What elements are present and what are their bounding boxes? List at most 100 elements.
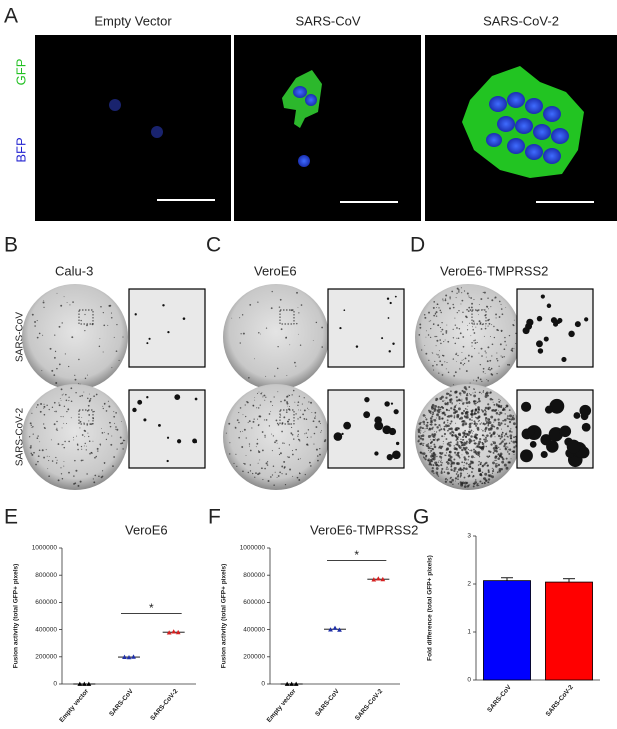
well-dot bbox=[475, 417, 477, 419]
well-dot bbox=[504, 336, 506, 339]
well-dot bbox=[485, 461, 488, 465]
well-dot bbox=[433, 445, 437, 449]
well-dot bbox=[423, 456, 425, 458]
well-dot bbox=[483, 335, 485, 337]
well-dot bbox=[268, 413, 271, 415]
well-dot bbox=[102, 312, 104, 314]
well-dot bbox=[31, 426, 33, 429]
well-dot bbox=[474, 391, 476, 393]
well-dot bbox=[265, 375, 267, 377]
well-dot bbox=[301, 403, 303, 405]
well-dot bbox=[85, 445, 87, 447]
inset-blob bbox=[355, 345, 359, 348]
well-dot bbox=[448, 394, 452, 397]
well-dot bbox=[97, 450, 99, 452]
well-dot bbox=[438, 459, 440, 461]
well-dot bbox=[456, 337, 458, 339]
well-dot bbox=[289, 344, 291, 346]
well-dot bbox=[500, 355, 502, 357]
well-dot bbox=[256, 407, 258, 409]
well-dot bbox=[453, 447, 457, 451]
inset-blob bbox=[158, 423, 161, 427]
well-dot bbox=[493, 421, 495, 423]
well-dot bbox=[464, 481, 468, 485]
well-dot bbox=[447, 468, 449, 470]
well-dot bbox=[440, 458, 442, 460]
well-dot bbox=[504, 432, 508, 436]
well-dot bbox=[472, 431, 474, 433]
well-dot bbox=[312, 340, 314, 341]
well-dot bbox=[427, 446, 428, 448]
well-dot bbox=[438, 429, 441, 432]
well-dot bbox=[478, 419, 480, 422]
inset-blob bbox=[339, 326, 342, 330]
well-dot bbox=[433, 323, 435, 325]
well-dot bbox=[478, 456, 481, 458]
well-dot bbox=[58, 402, 60, 404]
well-dot bbox=[491, 469, 495, 473]
well-dot bbox=[457, 474, 460, 476]
well-dot bbox=[101, 470, 104, 472]
well-dot bbox=[467, 430, 471, 433]
well-dot bbox=[508, 442, 511, 444]
well-dot bbox=[260, 392, 262, 395]
well-dot bbox=[433, 419, 437, 422]
well-dot bbox=[426, 427, 429, 430]
well-dot bbox=[480, 328, 483, 330]
well-dot bbox=[486, 360, 489, 363]
well-dot bbox=[491, 475, 494, 479]
well-dot bbox=[297, 404, 299, 406]
well-dot bbox=[446, 402, 449, 406]
well-dot bbox=[481, 442, 485, 446]
well-dot bbox=[489, 397, 493, 401]
well-dot bbox=[447, 371, 450, 374]
well-dot bbox=[498, 316, 501, 318]
well-dot bbox=[428, 320, 430, 322]
well-dot bbox=[508, 364, 511, 366]
well-dot bbox=[431, 454, 435, 458]
well-dot bbox=[310, 401, 313, 404]
well-dot bbox=[511, 450, 513, 452]
well-dot bbox=[448, 398, 452, 402]
well-dot bbox=[452, 483, 454, 486]
charts: VeroE6 Fusion activity (total GFP+ pixels… bbox=[13, 522, 600, 724]
well-dot bbox=[435, 311, 438, 314]
well-dot bbox=[449, 298, 451, 300]
well-dot bbox=[506, 451, 509, 453]
well-dot bbox=[441, 467, 444, 470]
well-dot bbox=[445, 438, 448, 440]
well-dot bbox=[447, 422, 449, 424]
well-dot bbox=[475, 424, 478, 427]
well-dot bbox=[435, 461, 438, 463]
well-dot bbox=[468, 425, 472, 429]
well-dot bbox=[440, 342, 442, 345]
well-dot bbox=[459, 474, 462, 477]
well-dot bbox=[443, 432, 447, 436]
well-dot bbox=[484, 435, 486, 437]
y-tick-label: 1000000 bbox=[240, 545, 266, 552]
well-dot bbox=[466, 392, 469, 395]
well-dot bbox=[270, 476, 272, 478]
well-dot bbox=[484, 479, 488, 482]
replicate-marker bbox=[122, 654, 127, 659]
well-dot bbox=[423, 423, 426, 425]
well-dot bbox=[493, 336, 496, 339]
well-dot bbox=[257, 450, 260, 452]
well-dot bbox=[484, 426, 488, 430]
well-dot bbox=[450, 465, 452, 468]
well-dot bbox=[439, 326, 442, 329]
well-dot bbox=[473, 402, 476, 405]
well-dot bbox=[56, 420, 58, 423]
well-dot bbox=[271, 474, 274, 476]
inset-blob bbox=[146, 396, 149, 399]
well-dot bbox=[451, 470, 453, 472]
well-dot bbox=[56, 462, 58, 464]
well-dot bbox=[315, 448, 318, 451]
well-dot bbox=[437, 324, 440, 327]
well-dot bbox=[291, 434, 294, 436]
well-dot bbox=[64, 440, 66, 443]
well-dot bbox=[68, 440, 70, 443]
well-dot bbox=[442, 407, 445, 409]
well-dot bbox=[461, 400, 463, 402]
well-dot bbox=[438, 415, 441, 419]
